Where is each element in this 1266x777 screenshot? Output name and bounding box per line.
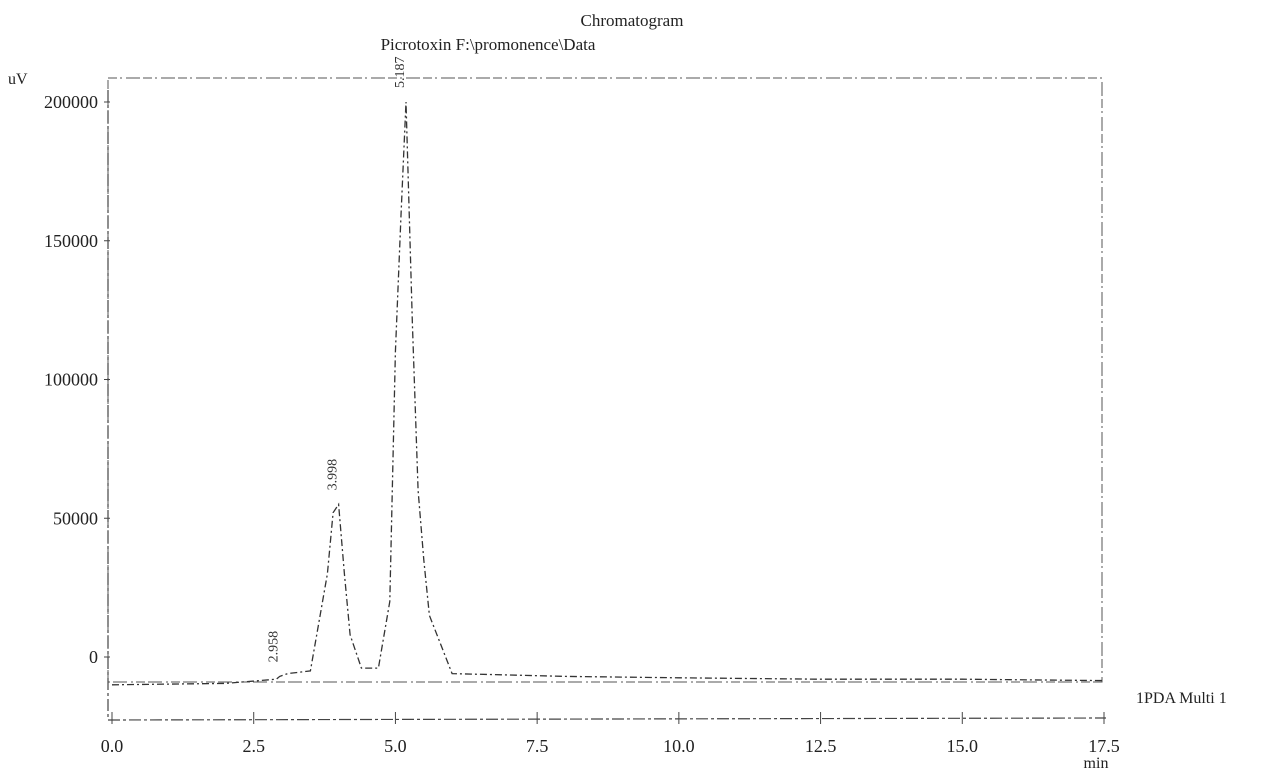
y-tick-label: 100000 [44,370,98,390]
x-tick-label: 0.0 [101,736,124,756]
legend-series-name: 1PDA Multi 1 [1136,690,1227,707]
x-axis-line [107,717,1107,721]
x-tick-label: 7.5 [526,736,549,756]
chart-title: Chromatogram [581,11,684,30]
y-tick-label: 200000 [44,92,98,112]
chart-subtitle: Picrotoxin F:\promonence\Data [381,35,596,54]
x-axis-ticks: 0.0 2.5 5.0 7.5 10.0 12.5 15.0 17.5 [101,712,1120,756]
x-tick-label: 5.0 [384,736,407,756]
x-tick-label: 12.5 [805,736,837,756]
plot-frame [107,77,1103,683]
x-tick-label: 2.5 [242,736,265,756]
x-axis-unit: min [1084,755,1109,772]
y-axis-unit: uV [8,71,28,88]
y-tick-label: 0 [89,647,98,667]
peak-label: 3.998 [326,459,341,491]
y-tick-label: 50000 [53,508,98,528]
series-line [111,101,1105,686]
y-axis-ticks: 0 50000 100000 150000 200000 [44,92,110,667]
x-tick-label: 15.0 [947,736,979,756]
peak-label: 5.187 [393,57,408,89]
x-tick-label: 10.0 [663,736,695,756]
y-tick-label: 150000 [44,231,98,251]
trace-layer [111,101,1105,686]
x-tick-label: 17.5 [1088,736,1120,756]
peak-labels: 2.958 3.998 5.187 [267,57,408,663]
peak-label: 2.958 [267,631,282,663]
